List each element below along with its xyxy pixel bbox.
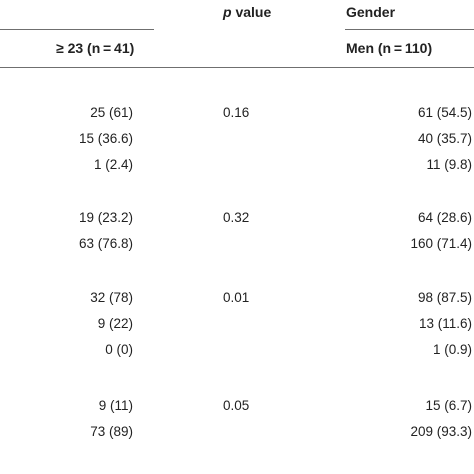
men-cell: 160 (71.4): [410, 236, 472, 251]
pvalue-label-rest: value: [231, 4, 272, 20]
men-subgroup-header: Men (n = 110): [346, 40, 433, 56]
age-cell: 63 (76.8): [78, 236, 133, 251]
age-cell: 9 (22): [97, 316, 133, 331]
gender-column-header: Gender: [346, 4, 396, 20]
men-cell: 209 (93.3): [410, 424, 472, 439]
pvalue-cell: 0.16: [223, 105, 250, 120]
pvalue-italic-letter: p: [223, 4, 232, 20]
header-bottom-rule: [0, 67, 474, 68]
age-cell: 9 (11): [98, 398, 133, 413]
pvalue-cell: 0.32: [223, 210, 250, 225]
men-cell: 15 (6.7): [425, 398, 472, 413]
age-cell: 1 (2.4): [93, 157, 133, 172]
age-cell: 0 (0): [105, 342, 133, 357]
men-cell: 40 (35.7): [417, 131, 472, 146]
men-cell: 61 (54.5): [417, 105, 472, 120]
men-cell: 1 (0.9): [432, 342, 472, 357]
men-cell: 64 (28.6): [417, 210, 472, 225]
men-cell: 98 (87.5): [417, 290, 472, 305]
age-cell: 19 (23.2): [78, 210, 133, 225]
men-cell: 11 (9.8): [426, 157, 472, 172]
age-cell: 15 (36.6): [78, 131, 133, 146]
men-cell: 13 (11.6): [418, 316, 472, 331]
age-cell: 32 (78): [90, 290, 133, 305]
top-rule-left: [0, 29, 154, 30]
top-rule-right: [345, 29, 474, 30]
pvalue-cell: 0.05: [223, 398, 250, 413]
pvalue-column-header: p value: [223, 4, 271, 20]
age-subgroup-header: ≥ 23 (n = 41): [56, 40, 135, 56]
pvalue-cell: 0.01: [223, 290, 250, 305]
age-cell: 73 (89): [90, 424, 133, 439]
age-cell: 25 (61): [90, 105, 133, 120]
